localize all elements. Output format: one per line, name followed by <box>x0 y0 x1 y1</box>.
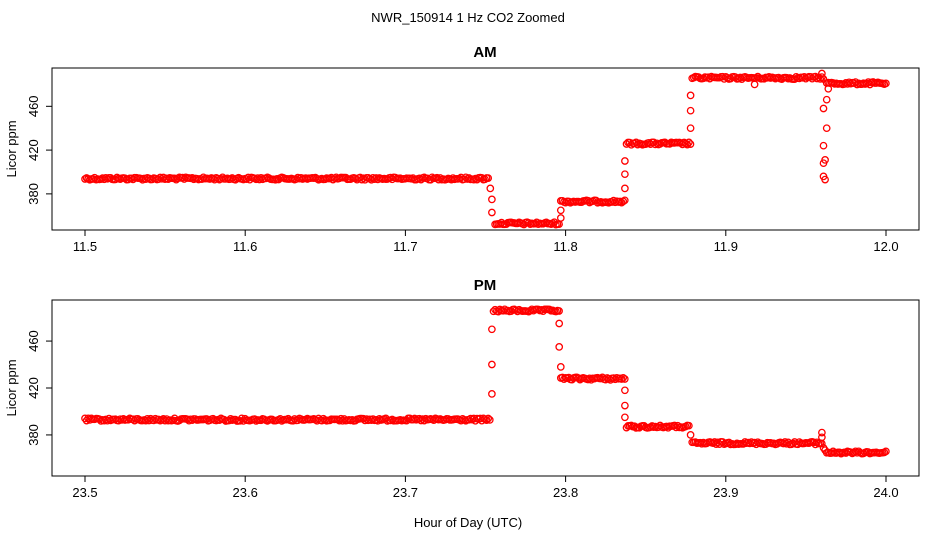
am-y-tick-label: 420 <box>26 139 41 161</box>
am-data-point <box>824 84 833 93</box>
pm-x-tick-label: 23.5 <box>72 485 97 500</box>
am-data-point <box>619 197 628 206</box>
pm-data-point <box>485 416 494 424</box>
am-data-point <box>686 106 695 115</box>
am-data-point <box>821 156 829 164</box>
am-x-tick-label: 11.5 <box>73 239 97 254</box>
pm-x-tick-label: 24.0 <box>873 485 898 500</box>
pm-data-point <box>555 307 563 315</box>
figure-title: NWR_150914 1 Hz CO2 Zoomed <box>371 10 565 25</box>
am-data-point <box>817 73 826 81</box>
pm-plot-frame <box>51 299 920 477</box>
pm-x-tick-label: 23.6 <box>233 485 258 500</box>
am-x-tick-label: 11.7 <box>393 239 417 254</box>
am-data-point <box>488 208 496 217</box>
pm-y-tick-label: 460 <box>26 330 41 352</box>
am-y-axis: 380 420 460 <box>26 95 52 205</box>
am-data-point <box>819 141 828 150</box>
pm-data-point <box>686 431 695 439</box>
am-data-point <box>750 80 759 89</box>
am-x-tick-label: 11.8 <box>553 239 577 254</box>
am-points <box>81 69 890 229</box>
pm-data-point <box>226 414 235 423</box>
pm-y-axis-label: Licor ppm <box>4 359 19 416</box>
pm-data-point <box>851 447 860 456</box>
am-panel: AM Licor ppm 11.5 11.6 11.7 11.8 11.9 12.0 38… <box>4 44 920 254</box>
pm-data-point <box>617 375 626 383</box>
am-y-axis-label: Licor ppm <box>4 120 19 177</box>
pm-x-tick-label: 23.7 <box>393 485 418 500</box>
am-x-tick-label: 11.6 <box>233 239 257 254</box>
pm-data-point <box>685 421 693 430</box>
am-data-point <box>685 138 693 147</box>
pm-x-axis: 23.5 23.6 23.7 23.8 23.9 24.0 <box>72 476 899 500</box>
pm-data-point <box>484 414 493 423</box>
pm-data-point <box>821 446 829 455</box>
am-data-point <box>620 196 629 205</box>
pm-data-point <box>619 373 628 382</box>
am-data-point <box>882 79 890 88</box>
pm-points <box>81 305 890 458</box>
pm-x-tick-label: 23.8 <box>553 485 578 500</box>
am-y-tick-label: 380 <box>26 183 41 205</box>
am-x-axis: 11.5 11.6 11.7 11.8 11.9 12.0 <box>73 230 899 254</box>
pm-x-tick-label: 23.9 <box>713 485 738 500</box>
pm-data-point <box>488 325 496 334</box>
pm-data-point <box>813 438 821 447</box>
am-data-point <box>818 69 826 78</box>
pm-data-point <box>488 360 496 369</box>
pm-panel-title: PM <box>474 277 497 294</box>
am-data-point <box>686 140 695 148</box>
figure-xlabel: Hour of Day (UTC) <box>414 515 522 530</box>
am-data-point <box>488 195 496 204</box>
pm-y-axis: 380 420 460 <box>26 330 52 446</box>
am-y-tick-label: 460 <box>26 95 41 117</box>
am-data-point <box>819 104 828 113</box>
am-x-tick-label: 12.0 <box>873 239 898 254</box>
am-data-point <box>556 214 565 222</box>
pm-panel: PM Licor ppm 23.5 23.6 23.7 23.8 23.9 24.0 38… <box>4 277 920 500</box>
pm-data-point <box>289 416 297 425</box>
pm-data-point <box>556 363 565 371</box>
pm-data-point <box>621 386 629 395</box>
am-data-point <box>686 91 695 100</box>
am-data-point <box>621 170 629 179</box>
am-data-point <box>822 124 831 133</box>
pm-data-point <box>482 416 491 424</box>
am-data-point <box>686 124 695 133</box>
pm-data-point <box>555 343 564 351</box>
pm-data-point <box>621 401 629 410</box>
am-plot-frame <box>51 67 920 231</box>
pm-data-point <box>882 447 890 456</box>
am-data-point <box>621 184 629 193</box>
am-data-point <box>621 157 629 165</box>
pm-data-point <box>555 319 564 328</box>
pm-data-point <box>621 413 629 422</box>
pm-data-point <box>818 428 826 437</box>
am-x-tick-label: 11.9 <box>714 239 738 254</box>
am-data-point <box>616 197 624 206</box>
am-data-point <box>821 175 829 184</box>
am-data-point <box>486 184 495 193</box>
am-data-point <box>556 206 565 215</box>
pm-y-tick-label: 380 <box>26 424 41 446</box>
am-data-point <box>484 174 493 182</box>
am-data-point <box>822 95 831 104</box>
pm-data-point <box>818 433 826 442</box>
pm-y-tick-label: 420 <box>26 377 41 399</box>
pm-data-point <box>620 375 629 383</box>
am-panel-title: AM <box>473 44 496 61</box>
pm-data-point <box>488 390 496 398</box>
